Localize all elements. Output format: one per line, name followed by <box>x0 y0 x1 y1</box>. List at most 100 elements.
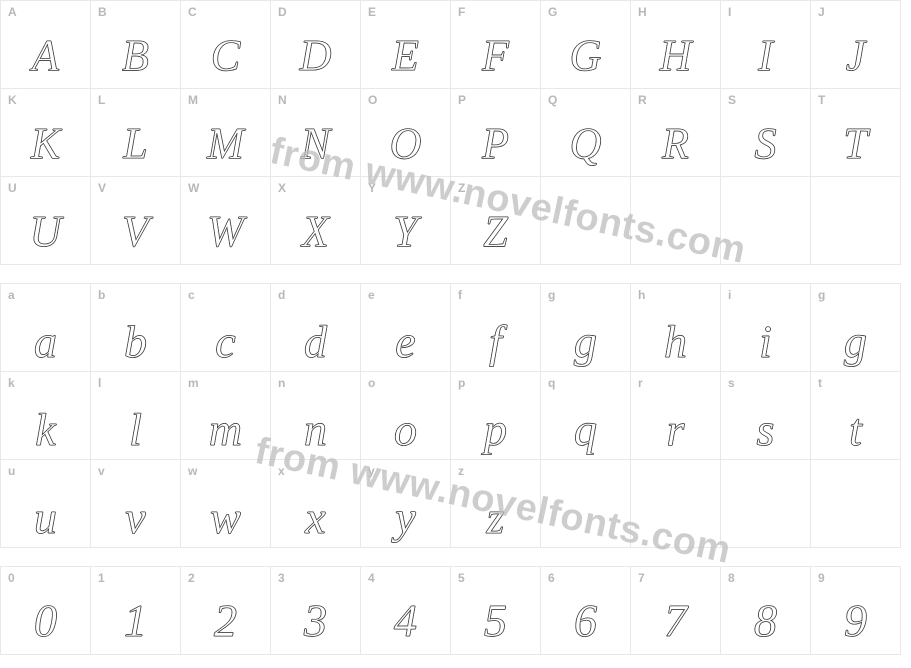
glyph-cell[interactable]: xx <box>271 460 361 548</box>
glyph-cell[interactable]: VV <box>91 177 181 265</box>
glyph-cell[interactable]: ff <box>451 284 541 372</box>
glyph-cell[interactable]: YY <box>361 177 451 265</box>
glyph-cell[interactable]: QQ <box>541 89 631 177</box>
glyph-cell[interactable]: qq <box>541 372 631 460</box>
glyph-cell[interactable]: II <box>721 1 811 89</box>
section-digits: 00112233445566778899 <box>0 566 901 655</box>
cell-key-label: S <box>728 93 736 107</box>
glyph-cell[interactable]: 99 <box>811 567 901 655</box>
glyph-cell[interactable]: ZZ <box>451 177 541 265</box>
glyph-cell[interactable]: PP <box>451 89 541 177</box>
glyph-display: x <box>271 495 360 541</box>
glyph-cell[interactable]: 77 <box>631 567 721 655</box>
glyph-cell[interactable]: pp <box>451 372 541 460</box>
cell-key-label: O <box>368 93 377 107</box>
glyph-cell[interactable]: rr <box>631 372 721 460</box>
glyph-display: e <box>361 319 450 365</box>
glyph-cell[interactable]: yy <box>361 460 451 548</box>
glyph-cell[interactable]: 11 <box>91 567 181 655</box>
glyph-cell[interactable]: bb <box>91 284 181 372</box>
cell-key-label: p <box>458 376 465 390</box>
cell-key-label: V <box>98 181 106 195</box>
glyph-display: C <box>181 34 270 78</box>
glyph-display: n <box>271 407 360 453</box>
glyph-cell[interactable]: AA <box>1 1 91 89</box>
glyph-display: A <box>1 34 90 78</box>
glyph-cell[interactable]: 22 <box>181 567 271 655</box>
cell-key-label: g <box>548 288 555 302</box>
glyph-cell[interactable]: cc <box>181 284 271 372</box>
glyph-display: z <box>451 495 540 541</box>
glyph-cell[interactable]: DD <box>271 1 361 89</box>
glyph-cell[interactable]: WW <box>181 177 271 265</box>
glyph-cell[interactable]: dd <box>271 284 361 372</box>
glyph-cell[interactable]: 66 <box>541 567 631 655</box>
glyph-display: L <box>91 122 180 166</box>
glyph-cell[interactable]: ii <box>721 284 811 372</box>
glyph-cell[interactable]: ww <box>181 460 271 548</box>
glyph-display: 1 <box>91 598 180 644</box>
glyph-display: P <box>451 122 540 166</box>
cell-key-label: d <box>278 288 285 302</box>
glyph-cell[interactable]: XX <box>271 177 361 265</box>
glyph-cell[interactable]: vv <box>91 460 181 548</box>
cell-key-label: e <box>368 288 375 302</box>
glyph-cell[interactable]: nn <box>271 372 361 460</box>
glyph-display: S <box>721 122 810 166</box>
glyph-cell[interactable]: 33 <box>271 567 361 655</box>
glyph-cell[interactable]: BB <box>91 1 181 89</box>
cell-key-label: c <box>188 288 195 302</box>
cell-key-label: Y <box>368 181 376 195</box>
glyph-cell[interactable]: SS <box>721 89 811 177</box>
glyph-display: c <box>181 319 270 365</box>
glyph-cell-empty <box>541 460 631 548</box>
glyph-cell[interactable]: ee <box>361 284 451 372</box>
glyph-cell[interactable]: LL <box>91 89 181 177</box>
character-map: AABBCCDDEEFFGGHHIIJJKKLLMMNNOOPPQQRRSSTT… <box>0 0 911 655</box>
cell-key-label: 0 <box>8 571 15 585</box>
glyph-cell[interactable]: KK <box>1 89 91 177</box>
glyph-cell-empty <box>721 177 811 265</box>
glyph-display: 8 <box>721 598 810 644</box>
cell-key-label: B <box>98 5 107 19</box>
glyph-cell[interactable]: EE <box>361 1 451 89</box>
glyph-cell[interactable]: zz <box>451 460 541 548</box>
glyph-display: y <box>361 495 450 541</box>
glyph-cell[interactable]: HH <box>631 1 721 89</box>
glyph-display: 4 <box>361 598 450 644</box>
glyph-display: 0 <box>1 598 90 644</box>
glyph-cell[interactable]: mm <box>181 372 271 460</box>
cell-key-label: P <box>458 93 466 107</box>
glyph-cell[interactable]: 44 <box>361 567 451 655</box>
glyph-cell[interactable]: NN <box>271 89 361 177</box>
glyph-cell[interactable]: gg <box>541 284 631 372</box>
glyph-cell[interactable]: tt <box>811 372 901 460</box>
glyph-cell[interactable]: aa <box>1 284 91 372</box>
glyph-cell[interactable]: ss <box>721 372 811 460</box>
glyph-cell[interactable]: gg <box>811 284 901 372</box>
glyph-cell[interactable]: RR <box>631 89 721 177</box>
glyph-cell[interactable]: JJ <box>811 1 901 89</box>
glyph-cell[interactable]: 00 <box>1 567 91 655</box>
glyph-cell[interactable]: oo <box>361 372 451 460</box>
glyph-cell[interactable]: TT <box>811 89 901 177</box>
glyph-cell[interactable]: MM <box>181 89 271 177</box>
glyph-cell[interactable]: hh <box>631 284 721 372</box>
glyph-display: t <box>811 407 900 453</box>
glyph-display: 9 <box>811 598 900 644</box>
glyph-cell[interactable]: 55 <box>451 567 541 655</box>
glyph-cell[interactable]: GG <box>541 1 631 89</box>
glyph-cell[interactable]: OO <box>361 89 451 177</box>
cell-key-label: 4 <box>368 571 375 585</box>
glyph-cell[interactable]: UU <box>1 177 91 265</box>
glyph-cell[interactable]: 88 <box>721 567 811 655</box>
glyph-cell[interactable]: CC <box>181 1 271 89</box>
section-gap <box>0 548 911 566</box>
glyph-cell[interactable]: FF <box>451 1 541 89</box>
glyph-display: h <box>631 319 720 365</box>
glyph-display: D <box>271 34 360 78</box>
cell-key-label: t <box>818 376 822 390</box>
glyph-cell[interactable]: uu <box>1 460 91 548</box>
glyph-cell[interactable]: kk <box>1 372 91 460</box>
glyph-cell[interactable]: ll <box>91 372 181 460</box>
